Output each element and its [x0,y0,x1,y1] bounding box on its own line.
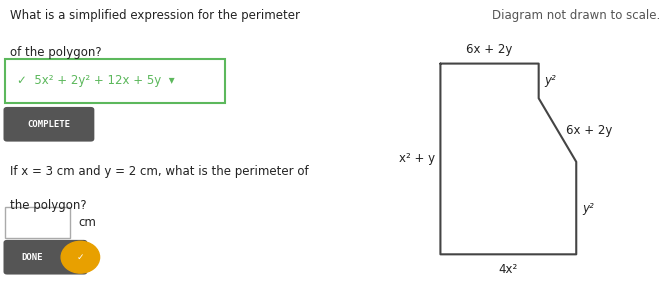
FancyBboxPatch shape [3,107,94,142]
Text: Diagram not drawn to scale.: Diagram not drawn to scale. [492,9,661,22]
Circle shape [61,241,99,273]
Text: What is a simplified expression for the perimeter: What is a simplified expression for the … [11,9,300,22]
Text: ✓  5x² + 2y² + 12x + 5y  ▾: ✓ 5x² + 2y² + 12x + 5y ▾ [17,75,175,87]
Text: 6x + 2y: 6x + 2y [466,43,513,56]
FancyBboxPatch shape [5,207,70,238]
Text: of the polygon?: of the polygon? [11,46,102,59]
FancyBboxPatch shape [3,240,87,275]
Text: COMPLETE: COMPLETE [28,120,71,129]
Text: 6x + 2y: 6x + 2y [566,124,612,136]
Text: If x = 3 cm and y = 2 cm, what is the perimeter of: If x = 3 cm and y = 2 cm, what is the pe… [11,165,309,178]
Text: the polygon?: the polygon? [11,199,87,212]
Text: DONE: DONE [21,253,42,262]
Text: y²: y² [544,75,556,87]
Text: ✓: ✓ [77,253,84,262]
Text: 4x²: 4x² [499,263,518,276]
Text: cm: cm [79,216,97,229]
Text: y²: y² [582,202,594,214]
Text: x² + y: x² + y [398,153,435,165]
FancyBboxPatch shape [5,59,225,103]
